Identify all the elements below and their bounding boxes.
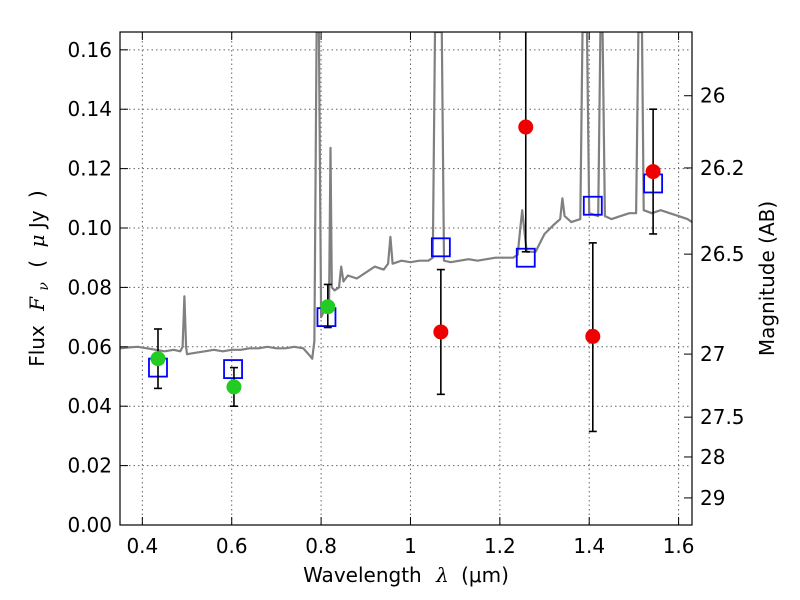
- nondetection-point: [433, 324, 449, 340]
- y-title-jy: Jy: [25, 210, 49, 230]
- x-tick-label: 0.4: [126, 534, 158, 558]
- nondetection-point: [518, 119, 534, 135]
- right-axis-title: Magnitude (AB): [755, 201, 779, 356]
- y-tick-label: 0.14: [67, 97, 112, 121]
- y-tick-label: 0.16: [67, 38, 112, 62]
- y-title-close-paren: ): [25, 190, 49, 198]
- detection-point: [320, 299, 336, 315]
- x-tick-label: 1.6: [663, 534, 695, 558]
- spectrum-line: [120, 32, 692, 360]
- y-tick-label: 0.00: [67, 513, 112, 537]
- x-title-word: Wavelength: [303, 563, 422, 587]
- right-tick-label: 27.5: [700, 405, 745, 429]
- y-tick-label: 0.06: [67, 335, 112, 359]
- detection-point: [226, 379, 242, 395]
- model-box-point: [582, 195, 603, 216]
- right-tick-label: 26: [700, 84, 725, 108]
- x-tick-label: 0.8: [305, 534, 337, 558]
- plot-frame: [119, 31, 693, 526]
- y-title-subscript: ν: [36, 282, 52, 291]
- x-tick-label: 1.4: [573, 534, 605, 558]
- y-tick-label: 0.02: [67, 454, 112, 478]
- x-title-symbol: λ: [435, 563, 449, 587]
- detection-point: [150, 351, 166, 367]
- right-tick-label: 29: [700, 486, 725, 510]
- model-box-point: [223, 359, 243, 379]
- right-tick-label: 26.5: [700, 242, 745, 266]
- x-tick-label: 0.6: [216, 534, 248, 558]
- grid-layer: [120, 32, 692, 526]
- right-tick-label: 27: [700, 342, 725, 366]
- y-tick-label: 0.10: [67, 216, 112, 240]
- y-tick-label: 0.12: [67, 157, 112, 181]
- y-title-word: Flux: [25, 325, 49, 367]
- x-title-unit: (μm): [461, 563, 509, 587]
- x-tick-label: 1: [404, 534, 417, 558]
- y-axis-title: Flux F ν ( μ Jy ): [25, 190, 53, 367]
- y-title-mu: μ: [25, 235, 49, 248]
- right-tick-label: 28: [700, 445, 725, 469]
- x-axis-title: Wavelength λ (μm): [303, 563, 509, 587]
- data-layer: [120, 32, 692, 433]
- model-box-point: [430, 237, 451, 258]
- y-title-symbol: F: [25, 296, 49, 312]
- right-tick-label: 26.2: [700, 156, 745, 180]
- nondetection-point: [585, 328, 601, 344]
- y-tick-label: 0.04: [67, 394, 112, 418]
- x-tick-label: 1.2: [484, 534, 516, 558]
- nondetection-point: [645, 164, 661, 180]
- y-title-open-paren: (: [25, 260, 49, 268]
- y-tick-label: 0.08: [67, 275, 112, 299]
- ticks-layer: 0.4 0.6 0.8 1 1.2 1.4 1.6 0.00 0.02 0.04 0.06 0.08 0…: [67, 32, 745, 558]
